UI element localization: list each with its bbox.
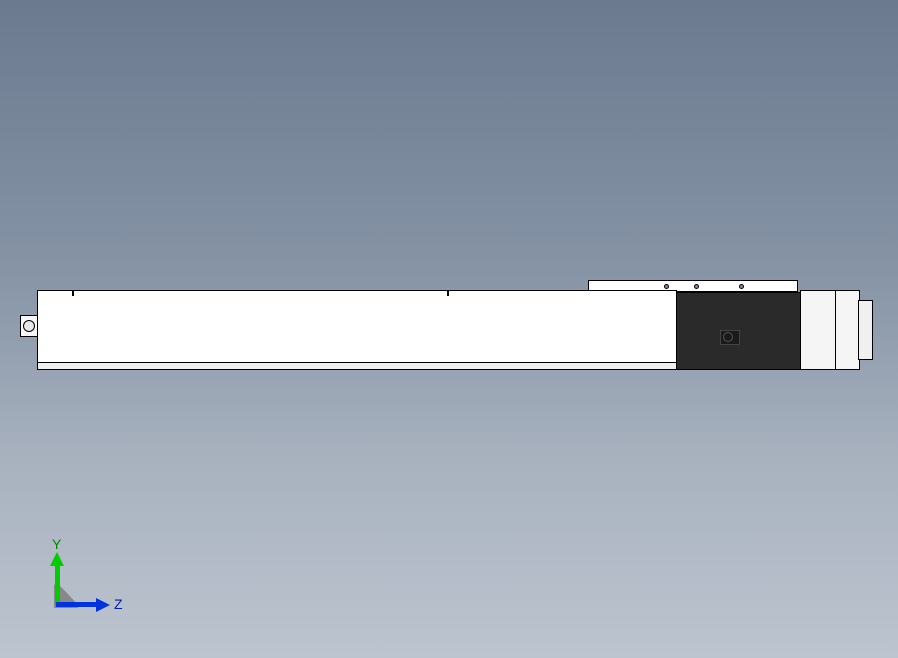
- z-axis-label: Z: [114, 596, 123, 612]
- end-cap-bore: [23, 320, 35, 332]
- model-assembly: [20, 280, 876, 380]
- rail-notch: [72, 290, 74, 296]
- right-housing: [800, 290, 860, 370]
- right-end-cap: [858, 300, 873, 360]
- main-rail-body: [37, 290, 677, 370]
- y-axis-line: [55, 564, 60, 606]
- z-axis-arrow-icon: [96, 598, 110, 612]
- rail-bottom-edge: [37, 362, 677, 370]
- y-axis-label: Y: [52, 536, 61, 552]
- mount-hole: [739, 284, 744, 289]
- axis-triad[interactable]: Y Z: [52, 530, 132, 610]
- y-axis-arrow-icon: [50, 552, 64, 566]
- cad-viewport[interactable]: Y Z: [0, 0, 898, 658]
- rail-notch: [447, 290, 449, 296]
- mount-hole: [664, 284, 669, 289]
- mount-hole: [694, 284, 699, 289]
- housing-seam: [835, 290, 836, 370]
- z-axis-line: [56, 602, 98, 607]
- motor-port: [723, 332, 733, 342]
